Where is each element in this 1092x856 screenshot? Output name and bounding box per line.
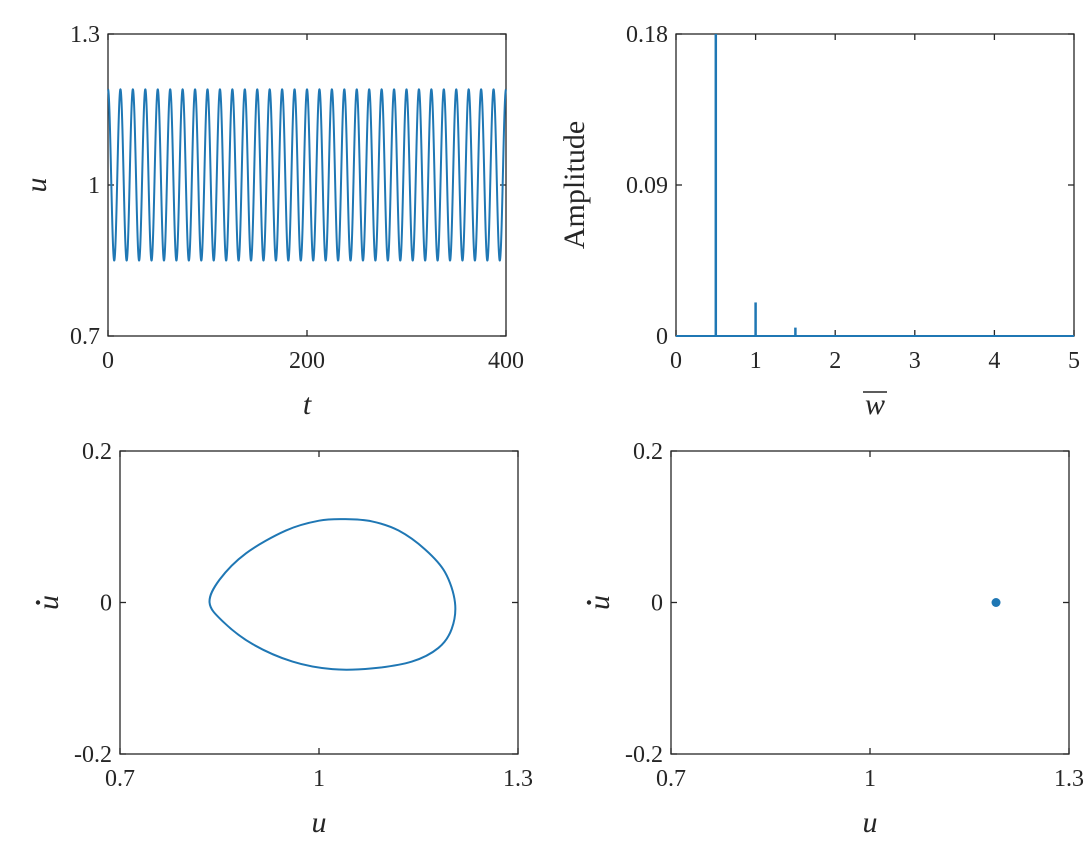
x-tick-label: 1.3 [1054, 766, 1084, 792]
axes-box [119, 450, 519, 755]
y-axis-label: Amplitude [558, 121, 591, 249]
chart-time-series: 0 200 400 0.7 1 1.3 t u [20, 22, 524, 421]
poincare-point [991, 598, 1001, 607]
y-axis-label: u [32, 595, 65, 610]
x-axis-label: u [312, 806, 327, 839]
x-tick-label: 1 [864, 766, 876, 792]
y-tick-label: 0 [651, 591, 663, 617]
series-line [107, 88, 507, 262]
y-axis-label-dot [35, 600, 41, 605]
x-axis-label: u [863, 806, 878, 839]
x-tick-label: 1.3 [503, 766, 533, 792]
y-axis-label-dot [586, 600, 592, 605]
x-tick-label: 1 [313, 766, 325, 792]
x-tick-label: 200 [289, 348, 325, 374]
y-tick-label: 0 [656, 324, 668, 350]
chart-phase-portrait: 0.7 1 1.3 -0.2 0 0.2 u u [32, 439, 533, 839]
x-axis-label: w [865, 388, 885, 421]
x-tick-label: 1 [750, 348, 762, 374]
y-tick-label: 0.2 [82, 439, 112, 465]
y-tick-label: 0.2 [633, 439, 663, 465]
phase-curve [208, 518, 457, 671]
y-tick-label: 1.3 [70, 22, 100, 48]
y-tick-label: 0.7 [70, 324, 100, 350]
x-tick-label: 0 [102, 348, 114, 374]
y-tick-label: -0.2 [625, 742, 663, 768]
chart-poincare-section: 0.7 1 1.3 -0.2 0 0.2 u u [583, 439, 1084, 839]
chart-spectrum: 0 1 2 3 4 5 0 0.09 0.18 w Amplitude [558, 22, 1080, 421]
y-tick-label: 0.18 [626, 22, 668, 48]
x-tick-label: 400 [488, 348, 524, 374]
axes-box [675, 33, 1075, 337]
x-tick-label: 3 [909, 348, 921, 374]
y-tick-label: 0 [100, 591, 112, 617]
y-tick-label: 0.09 [626, 173, 668, 199]
y-tick-label: 1 [88, 173, 100, 199]
x-tick-label: 0 [670, 348, 682, 374]
x-axis-label: t [303, 388, 312, 421]
x-tick-label: 4 [988, 348, 1000, 374]
axes-box [670, 450, 1070, 755]
x-tick-label: 0.7 [105, 766, 135, 792]
x-tick-label: 5 [1068, 348, 1080, 374]
y-axis-label: u [583, 595, 616, 610]
y-axis-label: u [20, 178, 53, 193]
x-tick-label: 0.7 [656, 766, 686, 792]
x-tick-label: 2 [829, 348, 841, 374]
y-tick-label: -0.2 [74, 742, 112, 768]
